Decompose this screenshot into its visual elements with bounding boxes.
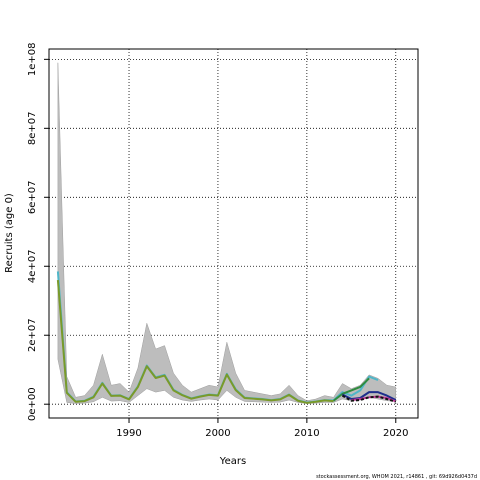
y-axis-label: Recruits (age 0) — [4, 193, 15, 273]
series-line-5 — [341, 394, 397, 403]
y-tick-label: 4e+07 — [27, 249, 38, 283]
x-axis: 1990 2000 2010 2020 — [116, 418, 408, 439]
x-tick-label: 2000 — [205, 428, 230, 439]
y-tick-label: 8e+07 — [27, 112, 38, 146]
plot-frame — [48, 48, 419, 419]
x-tick-label: 1990 — [116, 428, 141, 439]
series-line-2 — [332, 377, 370, 402]
y-tick-label: 1e+08 — [27, 43, 38, 77]
y-tick-label: 2e+07 — [27, 318, 38, 352]
footer-note: stockassessment.org, WHOM 2021, r14861 ,… — [316, 474, 477, 480]
x-tick-label: 2020 — [383, 428, 408, 439]
confidence-band-layer — [57, 62, 397, 404]
x-axis-label: Years — [219, 456, 246, 467]
y-tick-label: 0e+00 — [27, 387, 38, 421]
confidence-band — [57, 62, 397, 404]
x-tick-label: 2010 — [294, 428, 319, 439]
series-layer — [56, 271, 397, 404]
series-line-3 — [341, 391, 397, 401]
y-axis: 0e+00 2e+07 4e+07 6e+07 8e+07 1e+08 — [27, 43, 49, 421]
series-line-6 — [56, 279, 334, 404]
y-tick-label: 6e+07 — [27, 180, 38, 214]
